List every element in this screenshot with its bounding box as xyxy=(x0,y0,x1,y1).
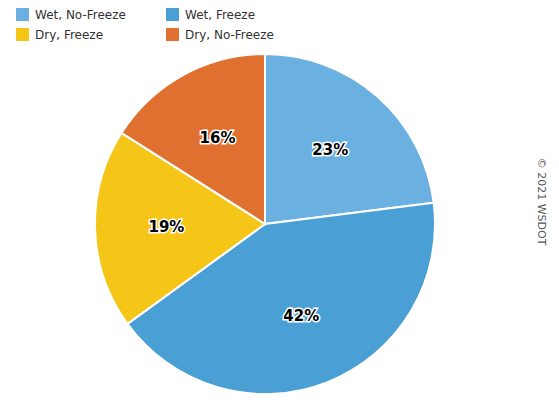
annotation: © 2021 WSDOT xyxy=(535,158,548,246)
data-label: 23% xyxy=(312,141,348,159)
legend-label: Wet, Freeze xyxy=(185,8,255,22)
pie-slice xyxy=(127,203,435,394)
legend-item: Wet, Freeze xyxy=(166,8,255,22)
data-label: 42% xyxy=(283,307,319,325)
legend-swatch xyxy=(16,8,29,21)
pie-slice xyxy=(265,54,434,224)
legend-swatch xyxy=(16,28,29,41)
data-label: 19% xyxy=(148,218,184,236)
legend-swatch xyxy=(166,8,179,21)
chart: Wet, No-Freeze Wet, Freeze Dry, Freeze Dry,… xyxy=(0,0,559,403)
data-label: 16% xyxy=(200,129,236,147)
legend-label: Dry, No-Freeze xyxy=(185,28,274,42)
legend-item: Wet, No-Freeze xyxy=(16,8,126,22)
legend-label: Wet, No-Freeze xyxy=(35,8,126,22)
pie xyxy=(95,54,435,394)
legend-label: Dry, Freeze xyxy=(35,28,103,42)
legend-item: Dry, No-Freeze xyxy=(166,28,274,42)
legend-swatch xyxy=(166,28,179,41)
data-labels: 23% 42% 19% 16% xyxy=(148,129,348,325)
legend-item: Dry, Freeze xyxy=(16,28,103,42)
legend: Wet, No-Freeze Wet, Freeze Dry, Freeze Dry,… xyxy=(16,8,274,42)
pie-slice xyxy=(121,54,265,224)
